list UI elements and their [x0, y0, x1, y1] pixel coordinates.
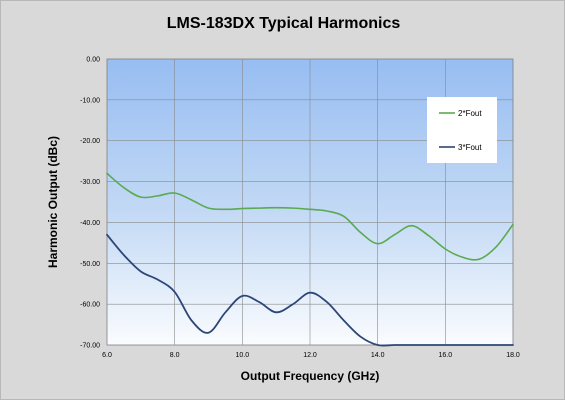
y-axis-label: Harmonic Output (dBc)	[46, 136, 60, 268]
y-tick-label: -20.00	[80, 138, 100, 145]
y-tick-label: -10.00	[80, 97, 100, 104]
x-tick-label: 18.0	[506, 352, 520, 359]
x-tick-label: 16.0	[439, 352, 453, 359]
x-tick-label: 12.0	[303, 352, 317, 359]
y-tick-label: -70.00	[80, 343, 100, 350]
chart-title: LMS-183DX Typical Harmonics	[166, 15, 401, 32]
y-tick-labels: 0.00 -10.00 -20.00 -30.00 -40.00 -50.00 -60.00…	[80, 57, 100, 350]
x-tick-label: 6.0	[102, 352, 112, 359]
y-tick-label: -50.00	[80, 261, 100, 268]
y-tick-label: -30.00	[80, 179, 100, 186]
y-tick-label: -40.00	[80, 220, 100, 227]
x-tick-labels: 6.0 8.0 10.0 12.0 14.0 16.0 18.0	[102, 352, 520, 359]
x-tick-label: 14.0	[371, 352, 385, 359]
x-tick-label: 8.0	[170, 352, 180, 359]
y-tick-label: 0.00	[86, 57, 100, 64]
series-layer	[106, 172, 514, 347]
legend-box	[427, 97, 497, 163]
x-tick-label: 10.0	[236, 352, 250, 359]
legend: 2*Fout 3*Fout	[427, 97, 497, 163]
series-line-2fout	[106, 172, 514, 261]
legend-label-3fout: 3*Fout	[458, 143, 482, 152]
series-line-3fout	[106, 233, 514, 347]
x-axis-label: Output Frequency (GHz)	[241, 369, 380, 383]
y-tick-label: -60.00	[80, 302, 100, 309]
legend-label-2fout: 2*Fout	[458, 109, 482, 118]
